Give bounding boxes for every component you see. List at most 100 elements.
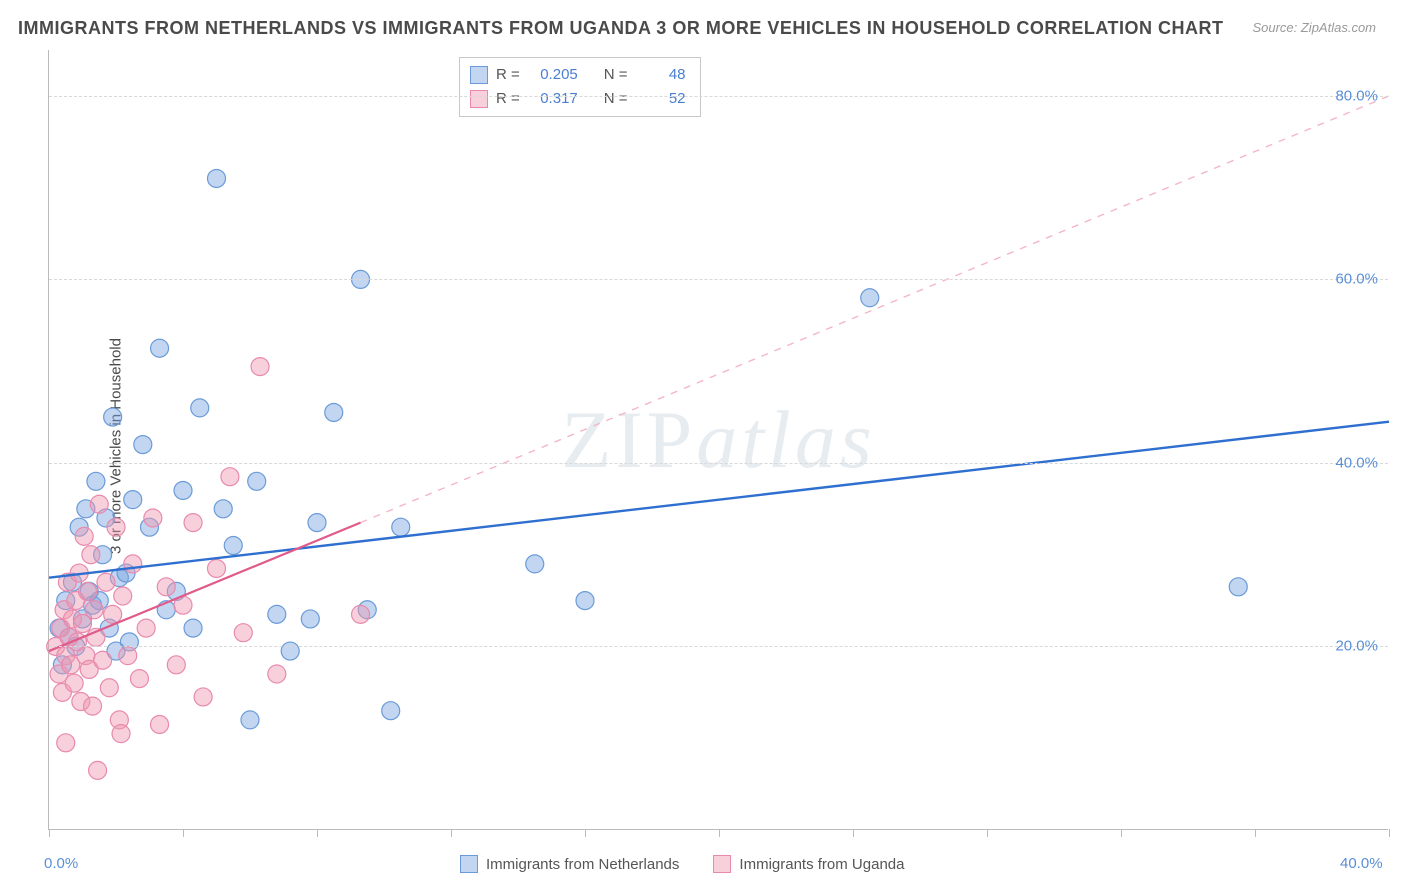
y-tick-label: 20.0%: [1335, 638, 1378, 655]
scatter-point: [214, 500, 232, 518]
scatter-point: [119, 647, 137, 665]
x-tick: [585, 829, 586, 837]
gridline: [49, 279, 1388, 280]
scatter-point: [134, 436, 152, 454]
scatter-point: [392, 518, 410, 536]
scatter-point: [75, 527, 93, 545]
scatter-point: [114, 587, 132, 605]
legend-swatch: [470, 90, 488, 108]
scatter-point: [104, 605, 122, 623]
chart-svg: [49, 50, 1388, 829]
scatter-point: [97, 573, 115, 591]
scatter-point: [151, 715, 169, 733]
scatter-point: [79, 582, 97, 600]
scatter-point: [352, 605, 370, 623]
legend-correlation: R = 0.205 N = 48 R = 0.317 N = 52: [459, 57, 701, 117]
scatter-point: [221, 468, 239, 486]
scatter-point: [130, 670, 148, 688]
x-tick: [719, 829, 720, 837]
x-tick: [987, 829, 988, 837]
source-attribution: Source: ZipAtlas.com: [1252, 20, 1376, 35]
legend-label: Immigrants from Uganda: [739, 856, 904, 873]
chart-title: IMMIGRANTS FROM NETHERLANDS VS IMMIGRANT…: [18, 18, 1224, 39]
scatter-point: [112, 725, 130, 743]
scatter-point: [87, 472, 105, 490]
scatter-point: [268, 605, 286, 623]
scatter-point: [861, 289, 879, 307]
scatter-point: [157, 578, 175, 596]
scatter-point: [124, 491, 142, 509]
scatter-point: [107, 518, 125, 536]
legend-item: Immigrants from Netherlands: [460, 855, 679, 873]
legend-r-value: 0.205: [528, 63, 578, 87]
scatter-point: [241, 711, 259, 729]
scatter-point: [167, 656, 185, 674]
legend-n-value: 52: [636, 87, 686, 111]
gridline: [49, 463, 1388, 464]
scatter-point: [526, 555, 544, 573]
legend-row: R = 0.317 N = 52: [470, 87, 686, 111]
scatter-point: [100, 679, 118, 697]
scatter-point: [82, 546, 100, 564]
x-tick: [183, 829, 184, 837]
legend-r-label: R =: [496, 63, 520, 87]
y-tick-label: 40.0%: [1335, 454, 1378, 471]
legend-swatch: [713, 855, 731, 873]
scatter-point: [308, 514, 326, 532]
scatter-point: [251, 358, 269, 376]
scatter-point: [57, 734, 75, 752]
legend-r-value: 0.317: [528, 87, 578, 111]
scatter-point: [281, 642, 299, 660]
legend-n-label: N =: [604, 87, 628, 111]
scatter-point: [224, 537, 242, 555]
scatter-point: [174, 481, 192, 499]
legend-n-value: 48: [636, 63, 686, 87]
scatter-point: [151, 339, 169, 357]
legend-swatch: [470, 66, 488, 84]
scatter-point: [89, 761, 107, 779]
y-tick-label: 80.0%: [1335, 87, 1378, 104]
x-tick: [853, 829, 854, 837]
x-tick-label: 40.0%: [1340, 855, 1383, 872]
legend-r-label: R =: [496, 87, 520, 111]
scatter-point: [124, 555, 142, 573]
scatter-point: [208, 559, 226, 577]
scatter-point: [1229, 578, 1247, 596]
x-tick-label: 0.0%: [44, 855, 78, 872]
scatter-point: [94, 651, 112, 669]
legend-n-label: N =: [604, 63, 628, 87]
scatter-point: [104, 408, 122, 426]
x-tick: [317, 829, 318, 837]
scatter-point: [248, 472, 266, 490]
scatter-point: [184, 619, 202, 637]
scatter-point: [194, 688, 212, 706]
scatter-point: [84, 697, 102, 715]
gridline: [49, 96, 1388, 97]
scatter-point: [382, 702, 400, 720]
scatter-point: [234, 624, 252, 642]
scatter-point: [301, 610, 319, 628]
scatter-point: [137, 619, 155, 637]
x-tick: [451, 829, 452, 837]
x-tick: [49, 829, 50, 837]
gridline: [49, 646, 1388, 647]
legend-label: Immigrants from Netherlands: [486, 856, 679, 873]
x-tick: [1255, 829, 1256, 837]
trendline-netherlands: [49, 422, 1389, 578]
scatter-point: [144, 509, 162, 527]
scatter-point: [85, 601, 103, 619]
scatter-point: [576, 592, 594, 610]
scatter-point: [208, 169, 226, 187]
plot-area: ZIPatlas R =0.205N =48R =0.317N =52 20.0…: [48, 50, 1388, 830]
scatter-point: [325, 403, 343, 421]
x-tick: [1389, 829, 1390, 837]
trendline-uganda-dashed: [361, 96, 1389, 523]
scatter-point: [191, 399, 209, 417]
legend-series: Immigrants from Netherlands Immigrants fr…: [460, 855, 904, 873]
legend-swatch: [460, 855, 478, 873]
x-tick: [1121, 829, 1122, 837]
scatter-point: [65, 674, 83, 692]
y-tick-label: 60.0%: [1335, 271, 1378, 288]
scatter-point: [90, 495, 108, 513]
legend-row: R = 0.205 N = 48: [470, 63, 686, 87]
